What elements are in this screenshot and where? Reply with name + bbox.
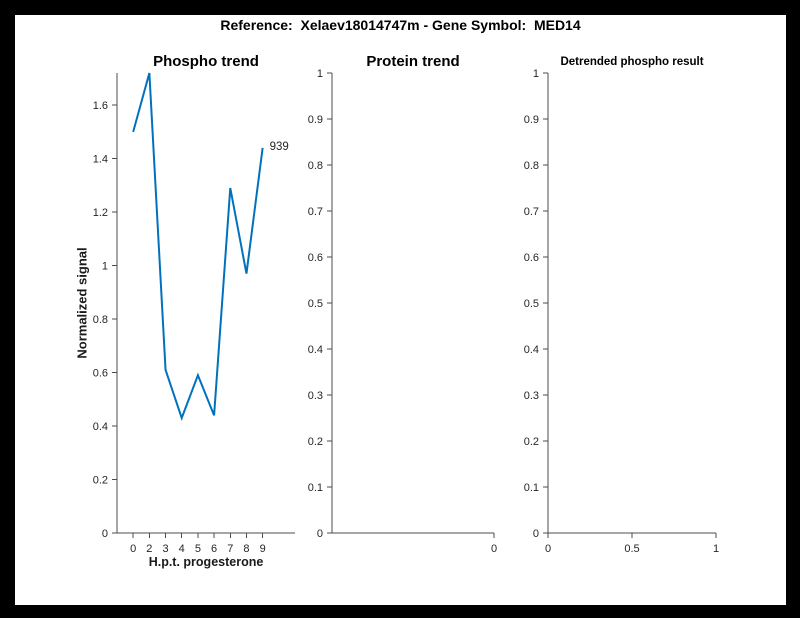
y-tick-label: 0.7 <box>308 206 323 218</box>
y-tick-label: 0.4 <box>308 344 323 356</box>
y-tick-label: 0.1 <box>524 482 539 494</box>
y-tick-label: 0.1 <box>308 482 323 494</box>
y-tick-label: 0.9 <box>524 114 539 126</box>
x-tick-label: 0 <box>545 543 551 555</box>
y-tick-label: 0.6 <box>93 368 108 380</box>
trend-line <box>132 72 264 421</box>
x-tick-label: 4 <box>179 543 185 555</box>
x-tick-label: 6 <box>211 543 217 555</box>
y-tick-label: 0 <box>533 528 539 540</box>
y-tick-label: 1.6 <box>93 100 108 112</box>
x-tick-label: 5 <box>195 543 201 555</box>
y-tick-label: 0.8 <box>308 160 323 172</box>
x-tick-label: 0 <box>130 543 136 555</box>
x-tick-label: 0 <box>491 543 497 555</box>
subplot2-title: Protein trend <box>366 53 460 70</box>
y-tick-label: 1.2 <box>93 207 108 219</box>
y-tick-label: 0.8 <box>524 160 539 172</box>
x-tick-label: 3 <box>162 543 168 555</box>
point-annotation: 939 <box>270 141 289 153</box>
y-tick-label: 0 <box>317 528 323 540</box>
x-tick-label: 9 <box>260 543 266 555</box>
y-tick-label: 0.3 <box>308 390 323 402</box>
subplot1-title: Phospho trend <box>153 53 259 70</box>
y-tick-label: 0.5 <box>524 298 539 310</box>
y-tick-label: 0.4 <box>524 344 539 356</box>
subplot1-xlabel: H.p.t. progesterone <box>148 555 264 569</box>
y-tick-label: 1 <box>533 68 539 80</box>
y-tick-label: 0.2 <box>524 436 539 448</box>
matlab-figure <box>15 15 786 605</box>
y-tick-label: 0.4 <box>93 421 108 433</box>
y-tick-label: 1 <box>317 68 323 80</box>
y-tick-label: 1.4 <box>93 154 108 166</box>
figure-title: Reference: Xelaev18014747m - Gene Symbol… <box>220 17 581 33</box>
x-tick-label: 0.5 <box>624 543 639 555</box>
x-tick-label: 7 <box>227 543 233 555</box>
subplot3-title: Detrended phospho result <box>560 56 704 68</box>
y-tick-label: 0.2 <box>93 475 108 487</box>
y-tick-label: 0.8 <box>93 314 108 326</box>
y-tick-label: 0.2 <box>308 436 323 448</box>
y-tick-label: 0.3 <box>524 390 539 402</box>
x-tick-label: 2 <box>146 543 152 555</box>
y-tick-label: 0.6 <box>524 252 539 264</box>
x-tick-label: 8 <box>243 543 249 555</box>
y-tick-label: 0 <box>102 528 108 540</box>
y-tick-label: 0.6 <box>308 252 323 264</box>
y-tick-label: 0.9 <box>308 114 323 126</box>
y-tick-label: 1 <box>102 261 108 273</box>
x-tick-label: 1 <box>713 543 719 555</box>
y-tick-label: 0.7 <box>524 206 539 218</box>
y-tick-label: 0.5 <box>308 298 323 310</box>
